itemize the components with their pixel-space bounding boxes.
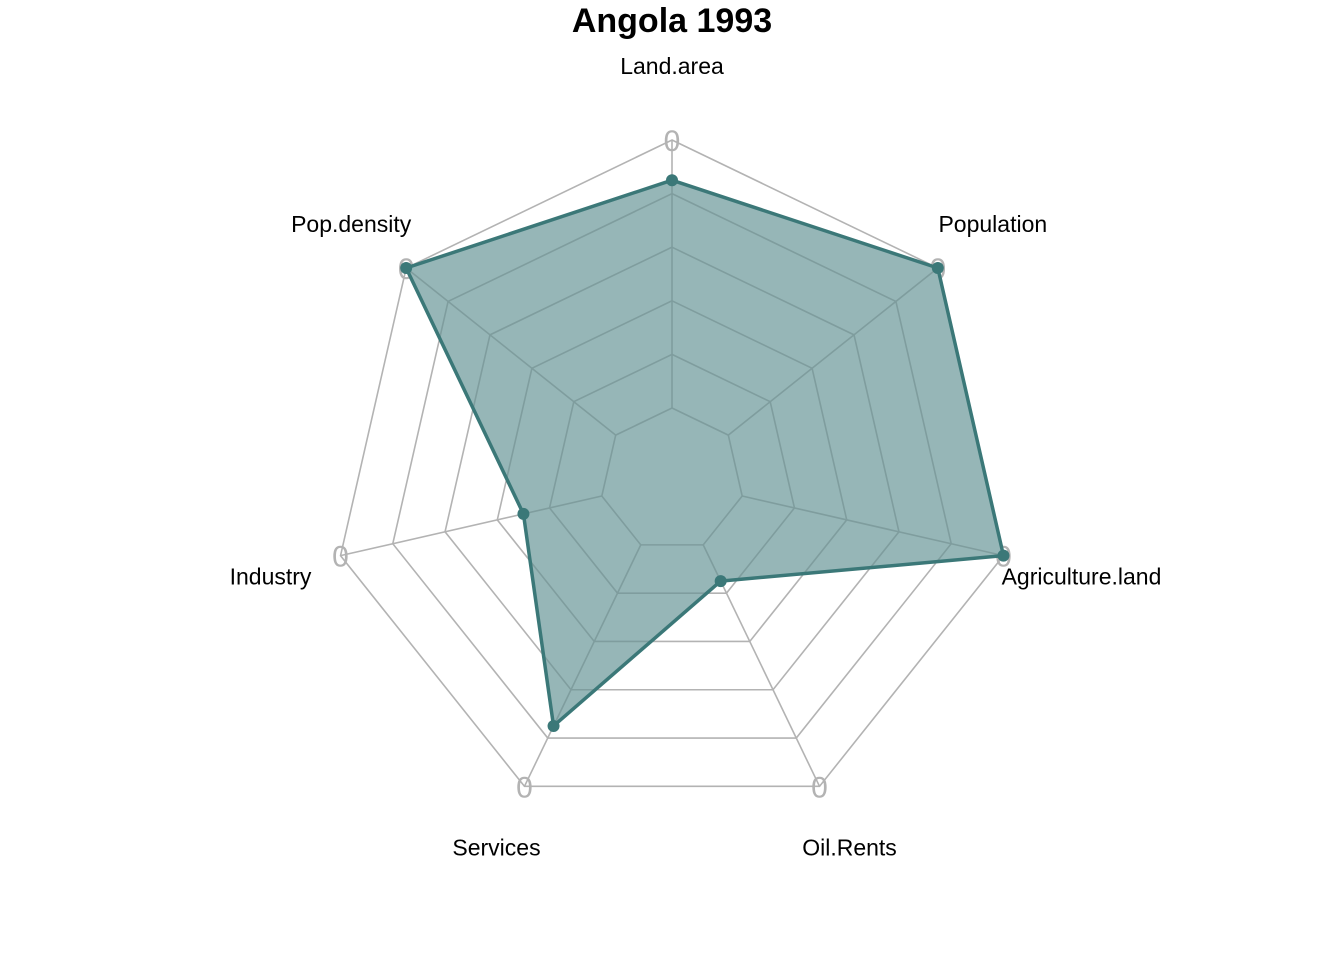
series-area — [406, 180, 1004, 726]
axis-label-oil-rents: Oil.Rents — [802, 834, 897, 860]
axis-label-agriculture-land: Agriculture.land — [1002, 564, 1162, 590]
axis-tick-label: 0 — [664, 125, 681, 158]
series-line — [404, 178, 1006, 728]
series-point — [400, 262, 413, 275]
grid-spoke-overlay — [523, 544, 642, 726]
axis-label-services: Services — [452, 834, 540, 860]
axis-tick-label: 0 — [811, 771, 828, 804]
grid-spoke-overlay — [742, 495, 1004, 557]
series-point — [714, 575, 727, 588]
chart-title: Angola 1993 — [572, 2, 772, 40]
axis-label-population: Population — [938, 211, 1047, 237]
series-point — [517, 507, 530, 520]
series-point — [931, 262, 944, 275]
axis-label-pop-density: Pop.density — [291, 211, 412, 237]
grid-spoke-overlay — [406, 267, 617, 436]
grid-ring-overlay — [600, 407, 744, 546]
series-point — [666, 174, 678, 187]
axis-tick-label: 0 — [332, 541, 349, 574]
axis-tick-label: 0 — [516, 771, 533, 804]
axis-labels: Land.area Population Agriculture.land Oil.R… — [230, 53, 1162, 860]
grid-ring-overlay — [548, 353, 796, 594]
grid-spoke-overlay — [727, 267, 939, 436]
series-point — [997, 549, 1010, 562]
axis-label-industry: Industry — [230, 564, 312, 590]
series-point — [547, 719, 560, 732]
axis-label-land-area: Land.area — [620, 53, 724, 79]
series — [406, 180, 1004, 726]
